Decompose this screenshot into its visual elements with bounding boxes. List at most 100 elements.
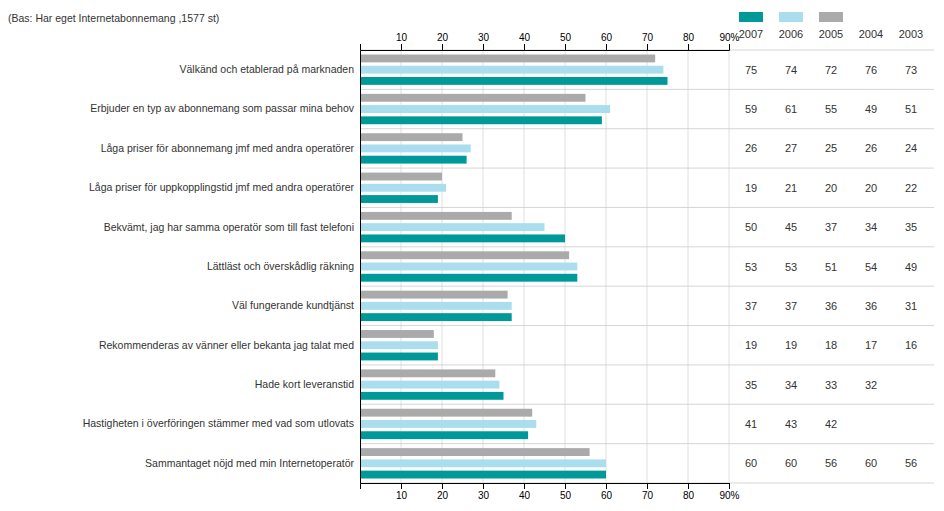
category-label: Välkänd och etablerad på marknaden: [179, 63, 354, 75]
category-label: Lättläst och överskådlig räkning: [207, 260, 354, 272]
tick-mark: [442, 44, 443, 50]
legend-swatch: [819, 12, 843, 22]
tick: 90%: [719, 483, 739, 501]
grid-line: [729, 50, 730, 483]
table-value: 35: [745, 379, 757, 391]
table-value: 35: [905, 221, 917, 233]
table-value: 54: [865, 261, 877, 273]
tick: Hade kort leveranstid: [255, 378, 360, 390]
bar: [360, 313, 512, 321]
bar: [360, 144, 471, 152]
tick-label: 50: [560, 32, 572, 43]
table-value: 22: [905, 182, 917, 194]
bar: [360, 156, 467, 164]
tick-mark: [688, 44, 689, 50]
tick-mark: [647, 44, 648, 50]
bar: [360, 409, 532, 417]
tick: 50: [560, 483, 572, 501]
category-label: Låga priser för abonnemang jmf med andra…: [101, 142, 355, 154]
tick-label: 50: [560, 490, 572, 501]
bar: [360, 341, 438, 349]
table-value: 73: [905, 64, 917, 76]
grid-line: [688, 50, 689, 483]
table-value: 56: [905, 457, 917, 469]
tick-mark: [524, 483, 525, 489]
bar: [360, 263, 577, 271]
table-value: 18: [825, 339, 837, 351]
tick-label: 90%: [719, 490, 739, 501]
tick-label: 90%: [719, 32, 739, 43]
category-label: Hade kort leveranstid: [255, 378, 354, 390]
tick: 50: [560, 32, 572, 50]
tick: Hastigheten i överföringen stämmer med v…: [83, 417, 360, 429]
table-value: 19: [745, 339, 757, 351]
bars: [360, 54, 668, 478]
subtitle: (Bas: Har eget Internetabonnemang ,1577 …: [8, 12, 219, 24]
category-label: Rekommenderas av vänner eller bekanta ja…: [99, 339, 354, 351]
table-value: 20: [825, 182, 837, 194]
table-value: 36: [825, 300, 837, 312]
table-value: 24: [905, 142, 917, 154]
tick: 80: [683, 32, 695, 50]
tick: 60: [601, 32, 613, 50]
table-value: 51: [905, 103, 917, 115]
table-value: 36: [865, 300, 877, 312]
row-separator: [360, 443, 934, 444]
tick: 60: [601, 483, 613, 501]
table-value: 51: [825, 261, 837, 273]
table-value: 25: [825, 142, 837, 154]
bar: [360, 105, 610, 113]
table-value: 20: [865, 182, 877, 194]
tick: 70: [642, 32, 654, 50]
bar: [360, 133, 463, 141]
tick: 20: [437, 32, 449, 50]
row-separator: [360, 286, 934, 287]
bar: [360, 420, 536, 428]
tick: Välkänd och etablerad på marknaden: [179, 63, 360, 75]
table-value: 60: [745, 457, 757, 469]
tick-label: 80: [683, 32, 695, 43]
table-value: 17: [865, 339, 877, 351]
bar-series: [360, 77, 668, 479]
row-separator: [360, 364, 934, 365]
tick: 70: [642, 483, 654, 501]
tick: Bekvämt, jag har samma operatör som till…: [104, 220, 360, 232]
legend-entry: 2003: [899, 28, 923, 40]
tick-label: 10: [396, 490, 408, 501]
bar: [360, 291, 508, 299]
row-separator: [360, 246, 934, 247]
category-label: Låga priser för uppkopplingstid jmf med …: [89, 181, 354, 193]
tick-label: 20: [437, 490, 449, 501]
legend-entry: 2004: [859, 28, 883, 40]
table-value: 26: [745, 142, 757, 154]
table-value: 42: [825, 418, 837, 430]
tick-mark: [565, 44, 566, 50]
tick: 20: [437, 483, 449, 501]
bar: [360, 223, 545, 231]
tick-mark: [606, 483, 607, 489]
tick-label: 60: [601, 32, 613, 43]
tick-label: 80: [683, 490, 695, 501]
bar: [360, 212, 512, 220]
bar: [360, 116, 602, 124]
bar-series: [360, 66, 663, 468]
row-separators: [360, 50, 934, 483]
tick-label: 70: [642, 490, 654, 501]
table-value: 60: [785, 457, 797, 469]
bar: [360, 302, 512, 310]
category-label: Erbjuder en typ av abonnemang som passar…: [90, 102, 355, 114]
tick: Lättläst och överskådlig räkning: [207, 260, 360, 272]
table-value: 43: [785, 418, 797, 430]
row-separator: [360, 168, 934, 169]
tick: 10: [396, 483, 408, 501]
tick-label: 10: [396, 32, 408, 43]
axis-line: [361, 484, 730, 490]
bar: [360, 330, 434, 338]
category-label: Väl fungerande kundtjänst: [232, 299, 354, 311]
table-value: 59: [745, 103, 757, 115]
chart: 102030405060708090%102030405060708090%Vä…: [0, 0, 944, 511]
table-value: 41: [745, 418, 757, 430]
table-value: 55: [825, 103, 837, 115]
y-axis: Välkänd och etablerad på marknaden Erbjud…: [83, 51, 361, 484]
table-value: 34: [785, 379, 797, 391]
